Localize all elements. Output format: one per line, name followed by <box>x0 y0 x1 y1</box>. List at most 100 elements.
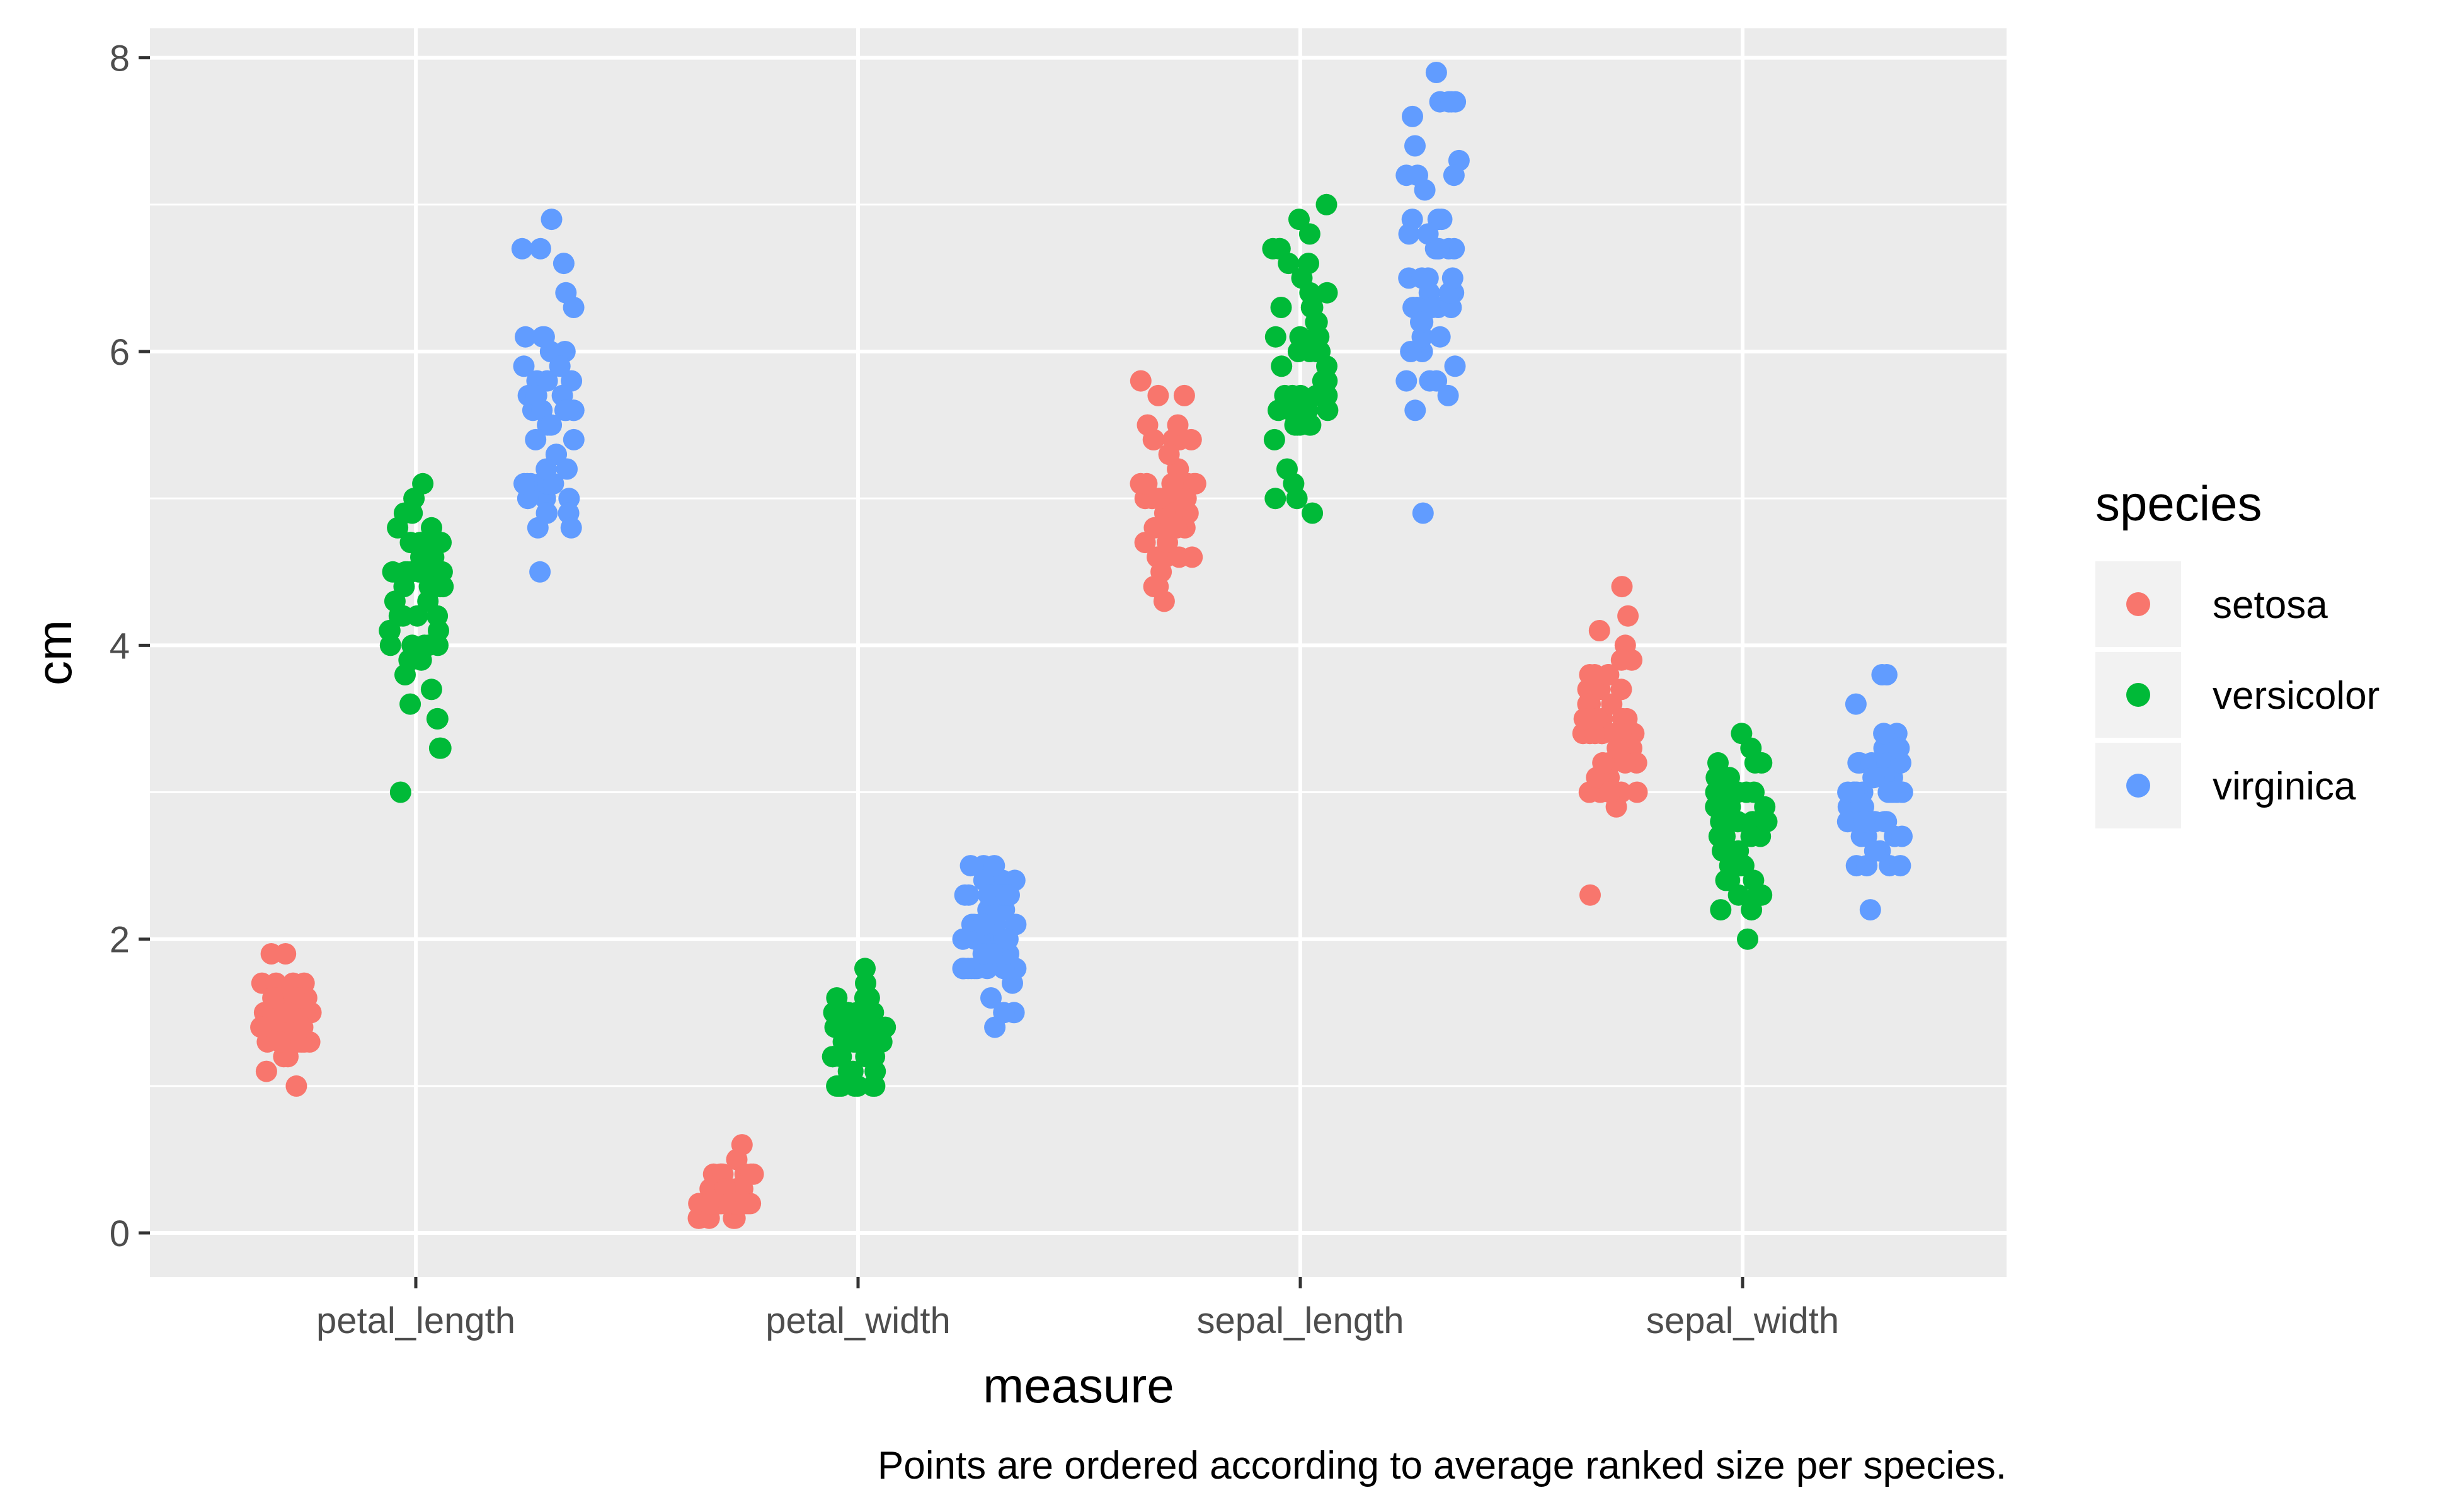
point-versicolor <box>1710 899 1732 921</box>
point-versicolor <box>1708 825 1730 847</box>
point-versicolor <box>412 472 434 495</box>
point-versicolor <box>1298 223 1320 245</box>
point-versicolor <box>1316 282 1338 304</box>
point-versicolor <box>864 1075 886 1097</box>
point-virginica <box>1429 326 1451 348</box>
point-virginica <box>1876 664 1898 685</box>
point-versicolor <box>1274 384 1296 406</box>
point-virginica <box>555 282 577 304</box>
point-setosa <box>1610 679 1632 701</box>
point-virginica <box>1859 899 1881 921</box>
point-versicolor <box>1731 723 1753 745</box>
point-setosa <box>1610 649 1632 671</box>
point-versicolor <box>1268 238 1290 260</box>
legend-marker-virginica <box>2126 774 2150 798</box>
point-virginica <box>541 414 563 436</box>
point-virginica <box>1845 693 1867 715</box>
point-setosa <box>1617 605 1639 627</box>
point-virginica <box>513 472 535 495</box>
point-setosa <box>1588 620 1610 641</box>
point-virginica <box>1404 135 1426 157</box>
point-virginica <box>1400 341 1422 362</box>
legend: species setosa versicolor virginica <box>2095 476 2380 828</box>
point-virginica <box>525 384 547 406</box>
x-tick-label: petal_width <box>765 1300 950 1341</box>
point-versicolor <box>826 1075 848 1097</box>
point-virginica <box>1404 399 1426 421</box>
point-versicolor <box>420 679 442 701</box>
point-setosa <box>697 1193 719 1215</box>
grid-minor <box>150 203 2007 1087</box>
point-setosa <box>1168 546 1190 568</box>
point-setosa <box>1599 781 1621 803</box>
point-virginica <box>973 914 995 936</box>
point-versicolor <box>1751 752 1773 774</box>
point-virginica <box>984 1016 1006 1038</box>
point-versicolor <box>1737 928 1758 950</box>
point-setosa <box>1573 707 1595 730</box>
y-tick-label: 2 <box>110 920 130 961</box>
point-versicolor <box>1271 355 1293 377</box>
point-virginica <box>997 928 1019 950</box>
point-versicolor <box>382 561 404 583</box>
point-virginica <box>1410 311 1431 333</box>
point-virginica <box>1891 825 1913 847</box>
point-versicolor <box>1305 384 1327 406</box>
x-tick-label: petal_length <box>316 1300 515 1341</box>
point-virginica <box>1425 62 1447 83</box>
point-versicolor <box>1727 884 1750 906</box>
point-virginica <box>1440 91 1462 113</box>
point-virginica <box>952 928 974 950</box>
point-setosa <box>1592 752 1614 774</box>
point-versicolor <box>423 546 445 568</box>
point-versicolor <box>430 737 452 759</box>
point-virginica <box>1836 811 1858 833</box>
point-virginica <box>513 355 535 377</box>
point-setosa <box>1579 664 1601 685</box>
point-setosa <box>1626 781 1648 803</box>
point-setosa <box>250 1016 272 1038</box>
point-versicolor <box>842 1060 864 1082</box>
point-setosa <box>1136 472 1158 495</box>
point-setosa <box>1175 488 1197 510</box>
y-tick-label: 0 <box>110 1213 130 1254</box>
point-virginica <box>556 458 578 480</box>
y-axis-title: cm <box>26 620 82 685</box>
point-versicolor <box>1264 488 1286 510</box>
point-versicolor <box>1302 502 1324 524</box>
point-setosa <box>742 1163 764 1185</box>
point-setosa <box>1180 428 1202 450</box>
point-versicolor <box>389 781 411 803</box>
point-virginica <box>980 987 1002 1009</box>
point-setosa <box>285 1075 307 1097</box>
point-setosa <box>255 1060 277 1082</box>
point-virginica <box>953 958 975 980</box>
y-tick-label: 8 <box>110 38 130 79</box>
point-setosa <box>277 1002 299 1024</box>
point-versicolor <box>399 693 421 715</box>
legend-marker-versicolor <box>2126 683 2150 707</box>
point-virginica <box>536 458 558 480</box>
point-setosa <box>1148 488 1170 510</box>
point-versicolor <box>427 707 449 730</box>
x-axis: petal_length petal_width sepal_length sepal… <box>316 1277 1839 1341</box>
point-virginica <box>553 253 575 275</box>
point-virginica <box>549 355 571 377</box>
point-setosa <box>292 1016 314 1038</box>
point-virginica <box>529 561 551 583</box>
x-tick-label: sepal_length <box>1197 1300 1404 1341</box>
point-versicolor <box>852 1002 874 1024</box>
point-virginica <box>1863 767 1885 789</box>
point-versicolor <box>1305 311 1327 333</box>
point-setosa <box>1611 576 1633 598</box>
point-versicolor <box>394 664 416 685</box>
point-virginica <box>1444 355 1466 377</box>
point-versicolor <box>1747 884 1769 906</box>
point-versicolor <box>837 1002 859 1024</box>
point-virginica <box>541 209 563 231</box>
point-virginica <box>1401 209 1423 231</box>
chart-caption: Points are ordered according to average … <box>878 1444 2007 1487</box>
point-virginica <box>525 428 547 450</box>
point-setosa <box>1173 384 1195 406</box>
point-virginica <box>1407 164 1428 186</box>
